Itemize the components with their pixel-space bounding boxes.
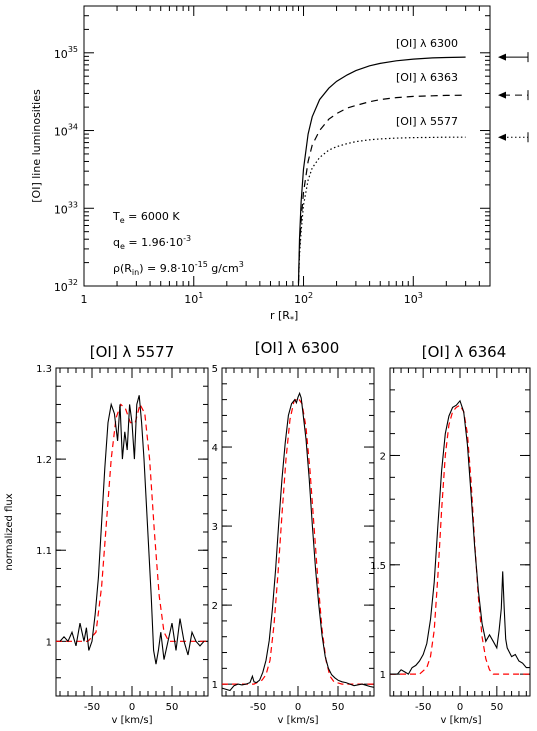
luminosity-panel: 1 101 102 103 1032 1033 1034 1035 [OI] line lu…: [30, 5, 529, 324]
line-profile-panel-6300: [OI] λ 6300 v [km/s] -50 0 50 1 2 3 4 5: [212, 339, 375, 726]
panel-x-axis-label-5577: v [km/s]: [111, 715, 152, 726]
observed-profile-curve: [221, 391, 375, 692]
velocity-tick-label: 0: [295, 702, 301, 713]
luminosity-y-tick-label: 1034: [54, 123, 78, 139]
panel-frame-6364: [389, 367, 531, 697]
luminosity-y-axis-label: [OI] line luminosities: [30, 89, 43, 203]
panel-x-axis-label-6300: v [km/s]: [277, 715, 318, 726]
velocity-tick-label: 0: [457, 702, 463, 713]
model-fit-curve: [390, 404, 530, 675]
velocity-tick-label: 0: [129, 702, 135, 713]
flux-tick-label: 2: [380, 451, 386, 462]
luminosity-curve-solid: [297, 56, 466, 283]
flux-tick-label: 1: [212, 680, 218, 691]
flux-tick-label: 2: [212, 601, 218, 612]
annotation-density: ρ(Rin) = 9.8·10-15 g/cm3: [113, 260, 244, 277]
model-fit-curve: [222, 397, 374, 685]
observed-luminosity-arrowhead: [498, 53, 506, 61]
luminosity-curve-dashed: [297, 94, 466, 283]
observed-luminosity-arrowhead: [498, 91, 506, 99]
luminosity-x-tick-label: 1: [81, 293, 88, 306]
flux-tick-label: 3: [212, 522, 218, 533]
flux-tick-label: 1.2: [36, 455, 52, 466]
luminosity-y-tick-label: 1033: [54, 200, 78, 216]
velocity-tick-label: -50: [415, 702, 431, 713]
observed-luminosity-arrowhead: [498, 133, 506, 141]
luminosity-x-tick-label: 101: [184, 291, 203, 306]
velocity-tick-label: 50: [490, 702, 503, 713]
luminosity-y-axis: 1032 1033 1034 1035: [54, 5, 490, 294]
luminosity-curve-dotted: [297, 136, 466, 285]
flux-tick-label: 4: [212, 443, 218, 454]
annotation-ionization-fraction: qe = 1.96·10-3: [113, 234, 191, 251]
flux-tick-label: 1: [46, 637, 52, 648]
luminosity-y-tick-label: 1035: [54, 45, 78, 61]
flux-tick-label: 1.1: [36, 546, 52, 557]
series-label-5577: [OI] λ 5577: [396, 115, 458, 128]
panel-title-6300: [OI] λ 6300: [255, 339, 340, 357]
velocity-tick-label: -50: [250, 702, 266, 713]
flux-tick-label: 5: [212, 364, 218, 375]
line-profile-panel-5577: [OI] λ 5577 normalized flux v [km/s] -50…: [4, 343, 209, 726]
velocity-tick-label: 50: [166, 702, 179, 713]
velocity-tick-label: -50: [84, 702, 100, 713]
panel-title-6364: [OI] λ 6364: [422, 343, 507, 361]
panel-x-axis-label-6364: v [km/s]: [440, 715, 481, 726]
observed-profile-curve: [59, 395, 205, 665]
luminosity-curves: [297, 56, 466, 285]
model-fit-curve: [56, 402, 208, 642]
series-label-6300: [OI] λ 6300: [396, 37, 458, 50]
panel-title-5577: [OI] λ 5577: [90, 343, 175, 361]
velocity-tick-label: 50: [332, 702, 345, 713]
luminosity-x-tick-label: 103: [404, 291, 423, 306]
series-label-6363: [OI] λ 6363: [396, 71, 458, 84]
observed-luminosity-markers: [498, 52, 529, 143]
panel-frame-6300: [221, 367, 375, 697]
flux-tick-label: 1.5: [370, 561, 386, 572]
luminosity-x-axis-label: r [R*]: [270, 309, 298, 324]
luminosity-y-tick-label: 1032: [54, 278, 78, 294]
annotation-electron-temperature: Te = 6000 K: [112, 210, 180, 225]
flux-y-axis-label: normalized flux: [4, 493, 15, 570]
line-profile-panel-6364: [OI] λ 6364 v [km/s] -50 0 50 1 1.5 2: [370, 343, 531, 726]
observed-profile-curve: [390, 399, 530, 675]
luminosity-x-tick-label: 102: [294, 291, 313, 306]
flux-tick-label: 1: [380, 670, 386, 681]
flux-tick-label: 1.3: [36, 364, 52, 375]
luminosity-x-axis: 1 101 102 103: [81, 6, 491, 306]
